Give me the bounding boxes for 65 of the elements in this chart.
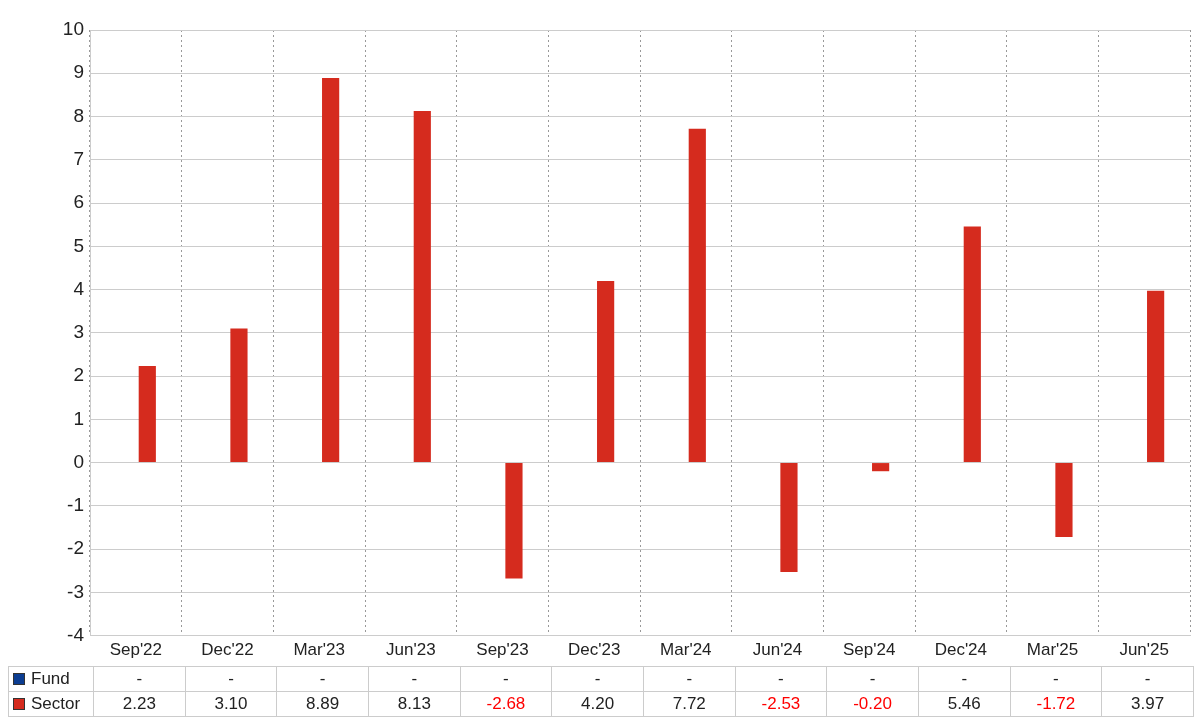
data-label: 8.89 (276, 691, 369, 717)
y-tick-label: 2 (73, 364, 84, 386)
text: - (1053, 669, 1059, 688)
y-tick-label: 6 (73, 191, 84, 213)
data-label: 2.23 (93, 691, 186, 717)
data-label: -2.53 (735, 691, 827, 717)
y-tick-label: -1 (67, 494, 84, 516)
x-tick-label: Dec'24 (934, 640, 988, 660)
text: - (594, 669, 601, 688)
bar (963, 226, 981, 463)
x-tick-label: Dec'22 (201, 640, 254, 660)
data-label: 4.20 (551, 691, 644, 717)
text: - (686, 669, 693, 688)
data-label: 3.97 (1101, 691, 1194, 717)
y-tick-label: 8 (73, 104, 84, 126)
x-tick-label: Mar'25 (1026, 640, 1079, 660)
x-tick-label: Sep'24 (842, 640, 896, 660)
bar (1055, 463, 1073, 537)
bar (597, 280, 615, 463)
x-tick-label: Jun'23 (386, 640, 436, 660)
data-label: 5.46 (918, 691, 1011, 717)
x-tick-label: Mar'23 (293, 640, 345, 660)
text: - (136, 669, 143, 688)
legend-label: Fund (8, 666, 94, 692)
text: - (1144, 669, 1151, 688)
text: - (869, 669, 876, 688)
data-label: 3.10 (185, 691, 277, 717)
y-tick-label: 1 (73, 407, 84, 429)
legend-label: Sector (8, 691, 94, 717)
data-label: -0.20 (826, 691, 919, 717)
bar (413, 110, 431, 463)
x-tick-label: Mar'24 (660, 640, 712, 660)
bar (872, 463, 890, 472)
y-tick-label: 0 (73, 450, 84, 472)
data-label: -1.72 (1010, 691, 1102, 717)
y-tick-label: 10 (62, 18, 84, 40)
x-tick-label: Sep'23 (476, 640, 529, 660)
bar (780, 463, 798, 573)
y-tick-label: -3 (67, 580, 84, 602)
y-tick-label: 4 (73, 277, 85, 299)
x-tick-label: Dec'23 (567, 640, 621, 660)
bar (322, 78, 340, 463)
text: - (778, 669, 784, 688)
y-tick-label: 5 (73, 234, 84, 256)
bar (688, 128, 706, 463)
bar (1147, 290, 1165, 463)
x-tick-label: Sep'22 (109, 640, 163, 660)
y-tick-label: 9 (73, 61, 84, 83)
text: - (319, 669, 326, 688)
bar (505, 463, 523, 579)
y-tick-label: -4 (67, 623, 85, 645)
y-tick-label: -2 (67, 537, 84, 559)
text: - (411, 669, 418, 688)
data-label: 8.13 (368, 691, 461, 717)
data-label: 7.72 (643, 691, 736, 717)
text: - (228, 669, 234, 688)
text: - (503, 669, 509, 688)
y-tick-label: 3 (73, 321, 84, 343)
bar (230, 328, 248, 463)
data-label: -2.68 (460, 691, 552, 717)
x-tick-label: Jun'24 (752, 640, 803, 660)
y-tick-label: 7 (73, 148, 84, 170)
bar (138, 366, 156, 463)
x-tick-label: Jun'25 (1119, 640, 1169, 660)
text: - (961, 669, 968, 688)
